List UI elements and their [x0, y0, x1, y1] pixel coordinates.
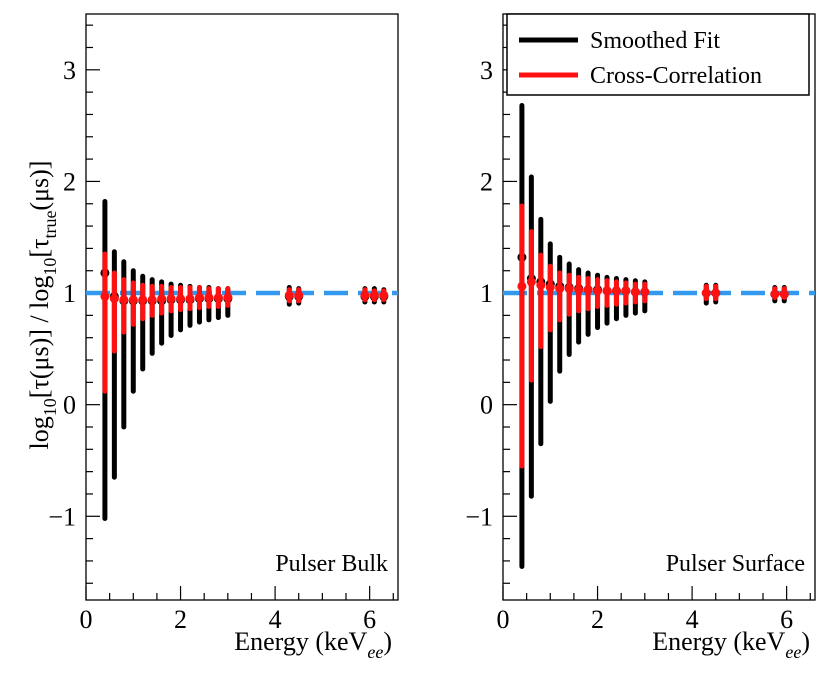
data-point: [360, 290, 370, 300]
data-point: [166, 294, 176, 304]
data-point: [564, 284, 574, 294]
x-tick-label: 0: [80, 605, 93, 634]
data-point: [770, 289, 780, 299]
data-point: [379, 290, 389, 300]
x-tick-label: 4: [686, 605, 699, 634]
data-point: [583, 285, 593, 295]
data-point: [711, 288, 721, 298]
data-point: [128, 295, 138, 305]
data-point: [213, 293, 223, 303]
data-point: [555, 284, 565, 294]
data-point: [779, 289, 789, 299]
plot-frame: [85, 13, 399, 601]
data-point: [701, 288, 711, 298]
y-tick-label: −1: [48, 502, 76, 531]
data-point: [147, 295, 157, 305]
data-point: [526, 277, 536, 287]
y-tick-label: 0: [63, 391, 76, 420]
panel-pulser-surface: 0 2 4 6 −1 0 1 2 3: [465, 13, 816, 634]
data-point: [138, 295, 148, 305]
y-tick-label: 1: [63, 279, 76, 308]
legend: Smoothed Fit Cross-Correlation: [506, 13, 810, 96]
data-point: [640, 287, 650, 297]
data-point: [574, 285, 584, 295]
data-point: [284, 290, 294, 300]
y-tick-label: 2: [63, 167, 76, 196]
x-axis-title-right: Energy (keVee): [652, 627, 810, 662]
data-point: [369, 290, 379, 300]
legend-label-smoothed-fit: Smoothed Fit: [590, 28, 720, 54]
x-tick-label: 0: [497, 605, 510, 634]
data-point: [194, 293, 204, 303]
y-tick-label: −1: [465, 502, 493, 531]
data-point: [100, 291, 110, 301]
x-tick-label: 6: [363, 605, 376, 634]
series-smoothed-fit: [517, 103, 789, 570]
data-point: [109, 294, 119, 304]
data-point: [611, 286, 621, 296]
series-cross-correlation: [517, 203, 789, 469]
legend-box: [506, 13, 810, 96]
x-tick-label: 4: [269, 605, 282, 634]
y-tick-label: 1: [480, 279, 493, 308]
data-point: [119, 295, 129, 305]
y-tick-label: 2: [480, 167, 493, 196]
legend-label-cross-correlation: Cross-Correlation: [590, 63, 762, 89]
data-point: [294, 290, 304, 300]
x-tick-label: 2: [174, 605, 187, 634]
data-point: [185, 294, 195, 304]
data-point: [517, 281, 527, 291]
data-point: [593, 286, 603, 296]
data-point: [602, 286, 612, 296]
data-point: [204, 293, 214, 303]
y-tick-label: 3: [63, 56, 76, 85]
panel-pulser-bulk: 0 2 4 6 −1 0 1 2 3: [48, 13, 399, 634]
data-point: [176, 294, 186, 304]
y-tick-label: 3: [480, 56, 493, 85]
series-smoothed-fit: [100, 199, 389, 522]
series-cross-correlation: [100, 251, 389, 394]
panel-label-bulk: Pulser Bulk: [275, 551, 388, 577]
data-point: [545, 282, 555, 292]
data-point: [621, 286, 631, 296]
y-axis-title: log10[τ(μs)] / log10[τtrue(μs)]: [25, 161, 60, 450]
data-point: [157, 294, 167, 304]
x-tick-label: 2: [591, 605, 604, 634]
x-axis-title-left: Energy (keVee): [234, 627, 392, 662]
panel-label-surface: Pulser Surface: [666, 551, 805, 577]
x-tick-label: 6: [780, 605, 793, 634]
data-point: [223, 293, 233, 303]
y-tick-label: 0: [480, 391, 493, 420]
data-point: [630, 287, 640, 297]
data-point: [536, 280, 546, 290]
